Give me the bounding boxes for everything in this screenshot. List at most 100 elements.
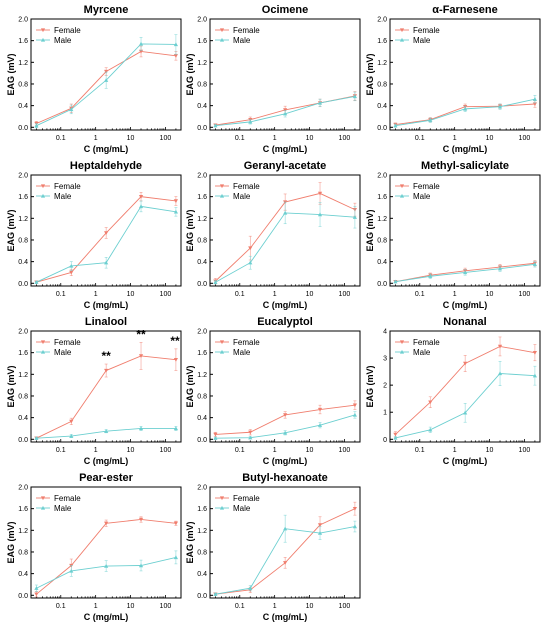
x-tick-label: 1 xyxy=(273,291,277,298)
legend-marker xyxy=(219,184,225,189)
data-point xyxy=(283,430,288,435)
x-axis-label: C (mg/mL) xyxy=(443,144,488,154)
legend-marker xyxy=(40,28,46,33)
legend-label: Male xyxy=(233,192,251,201)
chart-title: Nonanal xyxy=(443,316,486,328)
y-tick-label: 1.2 xyxy=(197,216,207,223)
x-tick-label: 10 xyxy=(486,135,494,142)
x-axis-label: C (mg/mL) xyxy=(84,144,129,154)
data-point xyxy=(248,430,253,435)
series-line xyxy=(36,519,176,595)
legend-label: Male xyxy=(413,36,431,45)
legend-marker xyxy=(40,505,46,510)
legend-marker xyxy=(399,37,405,42)
y-tick-label: 1.2 xyxy=(18,60,28,67)
data-point xyxy=(138,354,144,359)
x-axis-label: C (mg/mL) xyxy=(263,300,308,310)
chart-panel: Pear-ester 0.0 0.4 0.8 1.2 1.6 2.0 0.1 1 10 100 C (… xyxy=(6,472,182,622)
series-female xyxy=(34,342,179,441)
y-tick-label: 0.4 xyxy=(18,259,28,266)
series-line xyxy=(215,404,355,435)
legend-label: Female xyxy=(54,338,81,347)
data-point xyxy=(69,419,74,424)
chart-title: Geranyl-acetate xyxy=(244,160,327,172)
legend-label: Male xyxy=(233,348,251,357)
y-axis-label: EAG (mV) xyxy=(6,365,16,407)
data-point xyxy=(463,106,468,111)
y-tick-label: 1.2 xyxy=(18,216,28,223)
legend-marker xyxy=(399,193,405,198)
x-tick-label: 100 xyxy=(160,135,172,142)
x-tick-label: 0.1 xyxy=(235,135,245,142)
y-tick-label: 1.2 xyxy=(18,528,28,535)
y-tick-label: 2.0 xyxy=(377,173,387,180)
chart-panel: Myrcene 0.0 0.4 0.8 1.2 1.6 2.0 0.1 1 10 100 C (mg/… xyxy=(6,4,182,154)
data-point xyxy=(497,104,503,109)
chart-title: Butyl-hexanoate xyxy=(242,472,328,484)
x-tick-label: 0.1 xyxy=(56,603,66,610)
data-point xyxy=(393,279,398,284)
x-tick-label: 0.1 xyxy=(235,603,245,610)
x-tick-label: 10 xyxy=(127,291,135,298)
legend-label: Female xyxy=(413,338,440,347)
y-tick-label: 0.0 xyxy=(18,281,28,288)
x-axis-label: C (mg/mL) xyxy=(84,300,129,310)
data-point xyxy=(34,123,39,128)
y-tick-label: 2.0 xyxy=(197,329,207,336)
legend-label: Male xyxy=(233,504,251,513)
chart-title: Eucalyptol xyxy=(257,316,313,328)
data-point xyxy=(34,592,39,597)
series-male xyxy=(34,425,179,440)
significance-mark: ** xyxy=(101,349,111,363)
y-tick-label: 1.2 xyxy=(197,528,207,535)
series-male xyxy=(393,261,538,284)
series-line xyxy=(36,196,176,283)
data-point xyxy=(213,436,218,440)
x-axis-label: C (mg/mL) xyxy=(84,612,129,622)
legend-marker xyxy=(219,505,225,510)
legend-marker xyxy=(40,340,46,345)
y-tick-label: 0.4 xyxy=(197,103,207,110)
y-tick-label: 0.4 xyxy=(18,415,28,422)
legend-marker xyxy=(219,340,225,345)
legend-label: Female xyxy=(233,338,260,347)
y-tick-label: 0.8 xyxy=(18,393,28,400)
data-point xyxy=(393,432,398,437)
legend-label: Female xyxy=(413,182,440,191)
y-axis-label: EAG (mV) xyxy=(365,53,375,95)
x-tick-label: 1 xyxy=(94,135,98,142)
legend-marker xyxy=(399,340,405,345)
x-tick-label: 100 xyxy=(519,291,531,298)
y-tick-label: 0.4 xyxy=(377,259,387,266)
y-tick-label: 1.6 xyxy=(18,506,28,513)
data-point xyxy=(213,280,218,284)
y-tick-label: 4 xyxy=(383,329,387,336)
legend-label: Male xyxy=(54,348,72,357)
data-point xyxy=(283,111,288,116)
y-tick-label: 1.6 xyxy=(197,506,207,513)
chart-panel: Geranyl-acetate 0.0 0.4 0.8 1.2 1.6 2.0 0.1 1 10 1… xyxy=(185,160,361,310)
x-tick-label: 100 xyxy=(519,447,531,454)
series-female xyxy=(213,400,358,437)
data-point xyxy=(173,555,179,560)
x-tick-label: 100 xyxy=(339,603,351,610)
legend-label: Female xyxy=(413,26,440,35)
y-tick-label: 0.4 xyxy=(197,415,207,422)
data-point xyxy=(34,436,39,440)
x-axis-label: C (mg/mL) xyxy=(263,612,308,622)
y-tick-label: 1.6 xyxy=(197,194,207,201)
y-tick-label: 0.0 xyxy=(377,125,387,132)
chart-title: Ocimene xyxy=(262,4,308,16)
y-tick-label: 0.0 xyxy=(18,593,28,600)
data-point xyxy=(428,274,433,278)
legend-label: Female xyxy=(54,494,81,503)
data-point xyxy=(104,521,109,526)
data-point xyxy=(352,412,358,417)
x-tick-label: 0.1 xyxy=(56,447,66,454)
data-point xyxy=(463,270,468,275)
data-point xyxy=(317,191,323,196)
y-tick-label: 0.0 xyxy=(18,437,28,444)
y-tick-label: 2 xyxy=(383,383,387,390)
y-axis-label: EAG (mV) xyxy=(185,521,195,563)
